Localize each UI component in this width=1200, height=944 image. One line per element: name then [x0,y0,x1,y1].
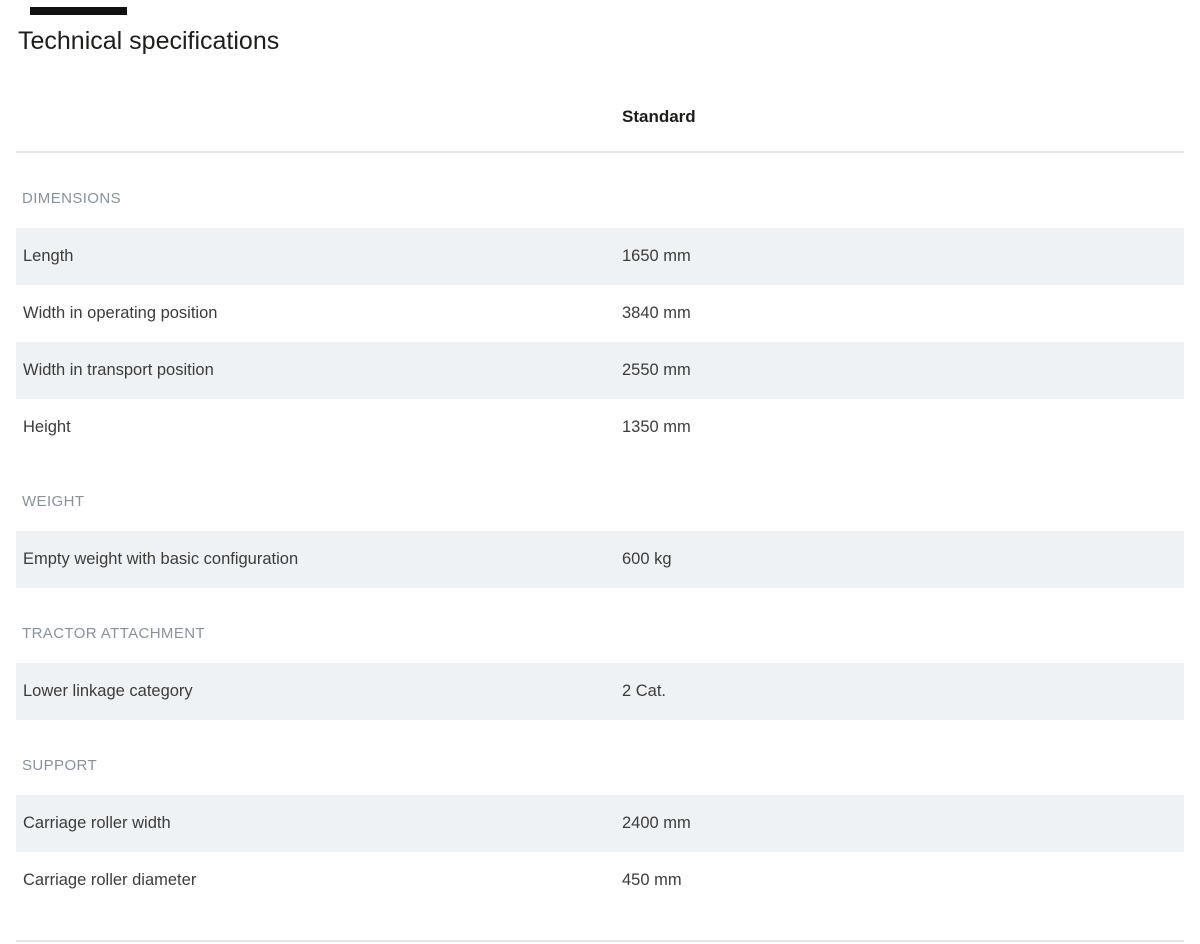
top-black-bar [30,7,127,15]
section-rows: Empty weight with basic configuration 60… [16,531,1184,588]
section-title: TRACTOR ATTACHMENT [22,625,206,642]
spec-section: TRACTOR ATTACHMENT Lower linkage categor… [16,626,1184,720]
spec-label: Lower linkage category [23,682,193,700]
table-row: Width in transport position 2550 mm [16,342,1184,399]
table-row: Empty weight with basic configuration 60… [16,531,1184,588]
spec-label: Carriage roller width [23,814,171,832]
bottom-divider [16,940,1184,942]
table-row: Lower linkage category 2 Cat. [16,663,1184,720]
spec-value: 2 Cat. [622,682,667,700]
spec-table-body: DIMENSIONS Length 1650 mm Width in opera… [16,191,1184,909]
section-title: WEIGHT [22,493,85,510]
spec-label: Height [23,418,71,436]
spec-value: 3840 mm [622,304,691,322]
spec-value: 450 mm [622,871,682,889]
page-title: Technical specifications [18,27,280,55]
spec-section: DIMENSIONS Length 1650 mm Width in opera… [16,191,1184,456]
spec-label: Length [23,247,74,265]
section-rows: Carriage roller width 2400 mm Carriage r… [16,795,1184,909]
table-row: Width in operating position 3840 mm [16,285,1184,342]
column-header-standard: Standard [622,107,696,126]
section-rows: Lower linkage category 2 Cat. [16,663,1184,720]
spec-section: WEIGHT Empty weight with basic configura… [16,494,1184,588]
section-title: SUPPORT [22,757,98,774]
spec-section: SUPPORT Carriage roller width 2400 mm Ca… [16,758,1184,909]
spec-value: 2400 mm [622,814,691,832]
spec-value: 2550 mm [622,361,691,379]
spec-label: Width in transport position [23,361,214,379]
spec-value: 1650 mm [622,247,691,265]
section-title: DIMENSIONS [22,190,122,207]
table-row: Length 1650 mm [16,228,1184,285]
spec-label: Carriage roller diameter [23,871,197,889]
header-divider [16,151,1184,153]
spec-value: 1350 mm [622,418,691,436]
table-row: Height 1350 mm [16,399,1184,456]
spec-label: Empty weight with basic configuration [23,550,299,568]
spec-label: Width in operating position [23,304,218,322]
table-row: Carriage roller diameter 450 mm [16,852,1184,909]
section-rows: Length 1650 mm Width in operating positi… [16,228,1184,456]
table-row: Carriage roller width 2400 mm [16,795,1184,852]
spec-value: 600 kg [622,550,672,568]
